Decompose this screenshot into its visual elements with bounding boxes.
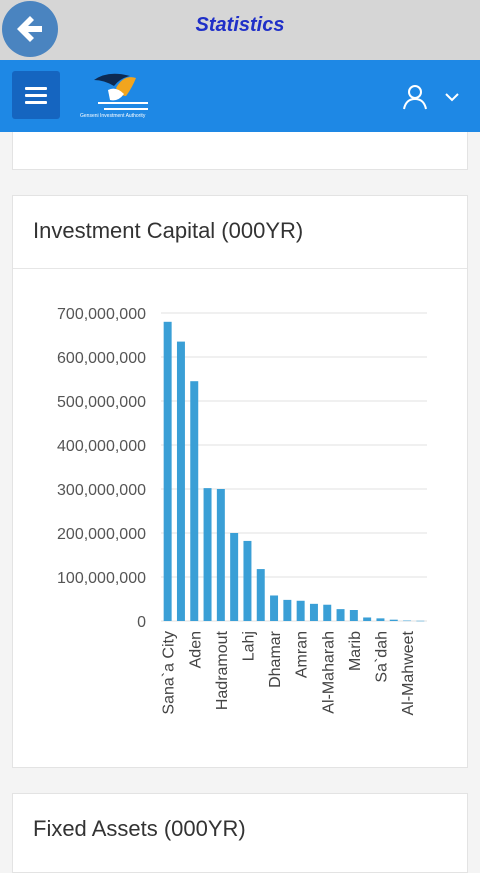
bar — [309, 603, 318, 621]
bar — [403, 620, 412, 622]
investment-capital-card: Investment Capital (000YR) 0 100,000,000 2… — [12, 195, 468, 768]
page-title: Statistics — [195, 14, 285, 36]
divider — [13, 268, 467, 269]
x-tick-label: Sa`dah — [373, 631, 390, 683]
bar — [376, 618, 385, 621]
bar — [256, 569, 265, 621]
x-tick-label: Amran — [294, 631, 311, 678]
bar — [296, 600, 305, 621]
x-tick-label: Al-Maharah — [320, 631, 337, 714]
bar — [190, 381, 199, 621]
bar — [230, 533, 239, 621]
bar — [163, 321, 172, 621]
hamburger-icon-line — [25, 94, 47, 97]
card-title: Fixed Assets (000YR) — [33, 816, 246, 841]
investment-capital-chart: 0 100,000,000 200,000,000 300,000,000 400,00… — [57, 306, 427, 715]
back-button[interactable] — [2, 1, 58, 57]
logo — [74, 66, 164, 126]
navbar: Genseni Investment Authority — [0, 60, 480, 132]
user-menu[interactable] — [402, 84, 464, 110]
chevron-down-icon — [445, 93, 459, 102]
fixed-assets-card: Fixed Assets (000YR) — [12, 793, 468, 873]
menu-button[interactable] — [12, 71, 60, 119]
bar — [283, 599, 292, 621]
bar — [203, 488, 212, 621]
card-title: Investment Capital (000YR) — [33, 218, 304, 243]
bar — [363, 617, 372, 621]
back-arrow-icon — [17, 16, 42, 42]
x-tick-label: Dhamar — [267, 630, 284, 688]
x-tick-label: Aden — [187, 631, 204, 668]
y-tick-label: 400,000,000 — [57, 438, 146, 455]
x-tick-label: Lahj — [240, 631, 257, 661]
bar — [243, 540, 252, 621]
bar — [389, 619, 398, 621]
bar — [349, 610, 358, 621]
bar — [270, 595, 279, 621]
hamburger-icon-line — [25, 87, 47, 90]
y-tick-label: 200,000,000 — [57, 526, 146, 543]
bar — [336, 609, 345, 621]
y-tick-label: 500,000,000 — [57, 394, 146, 411]
bar — [216, 489, 225, 621]
y-tick-label: 0 — [137, 614, 146, 631]
y-tick-label: 300,000,000 — [57, 482, 146, 499]
bar — [323, 604, 332, 621]
previous-card — [12, 132, 468, 170]
y-tick-label: 600,000,000 — [57, 350, 146, 367]
x-tick-label: Marib — [347, 631, 364, 671]
y-tick-label: 700,000,000 — [57, 306, 146, 323]
bar — [176, 341, 185, 621]
user-icon — [403, 85, 427, 110]
x-tick-label: Sana`a City — [161, 631, 178, 715]
y-tick-label: 100,000,000 — [57, 570, 146, 587]
hamburger-icon-line — [25, 101, 47, 104]
x-tick-label: Hadramout — [214, 630, 231, 710]
title-bar: Statistics — [0, 0, 480, 60]
x-tick-label: Al-Mahweet — [400, 630, 417, 715]
logo-text: Genseni Investment Authority — [80, 113, 146, 119]
bar — [416, 620, 425, 622]
